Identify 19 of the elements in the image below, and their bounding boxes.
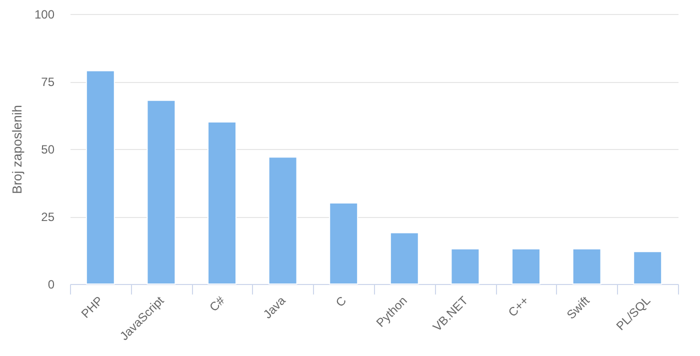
- bar: [633, 251, 662, 284]
- x-tick-label: C: [333, 293, 350, 310]
- bar: [390, 232, 419, 284]
- y-tick-label: 25: [41, 210, 55, 224]
- bar: [450, 248, 480, 284]
- bar: [146, 100, 176, 284]
- x-tick-label: C#: [206, 293, 228, 314]
- bar: [268, 156, 298, 284]
- bar: [572, 248, 602, 284]
- y-tick-label: 0: [48, 278, 55, 292]
- y-tick-label: 50: [41, 142, 55, 156]
- bar: [208, 122, 236, 284]
- y-tick-label: 75: [41, 75, 55, 89]
- y-tick-label: 100: [34, 8, 55, 22]
- bar: [86, 70, 115, 284]
- y-axis-title: Broj zaposlenih: [9, 105, 24, 194]
- x-tick-label: C++: [506, 294, 532, 320]
- bar: [512, 248, 540, 284]
- bar: [329, 202, 358, 284]
